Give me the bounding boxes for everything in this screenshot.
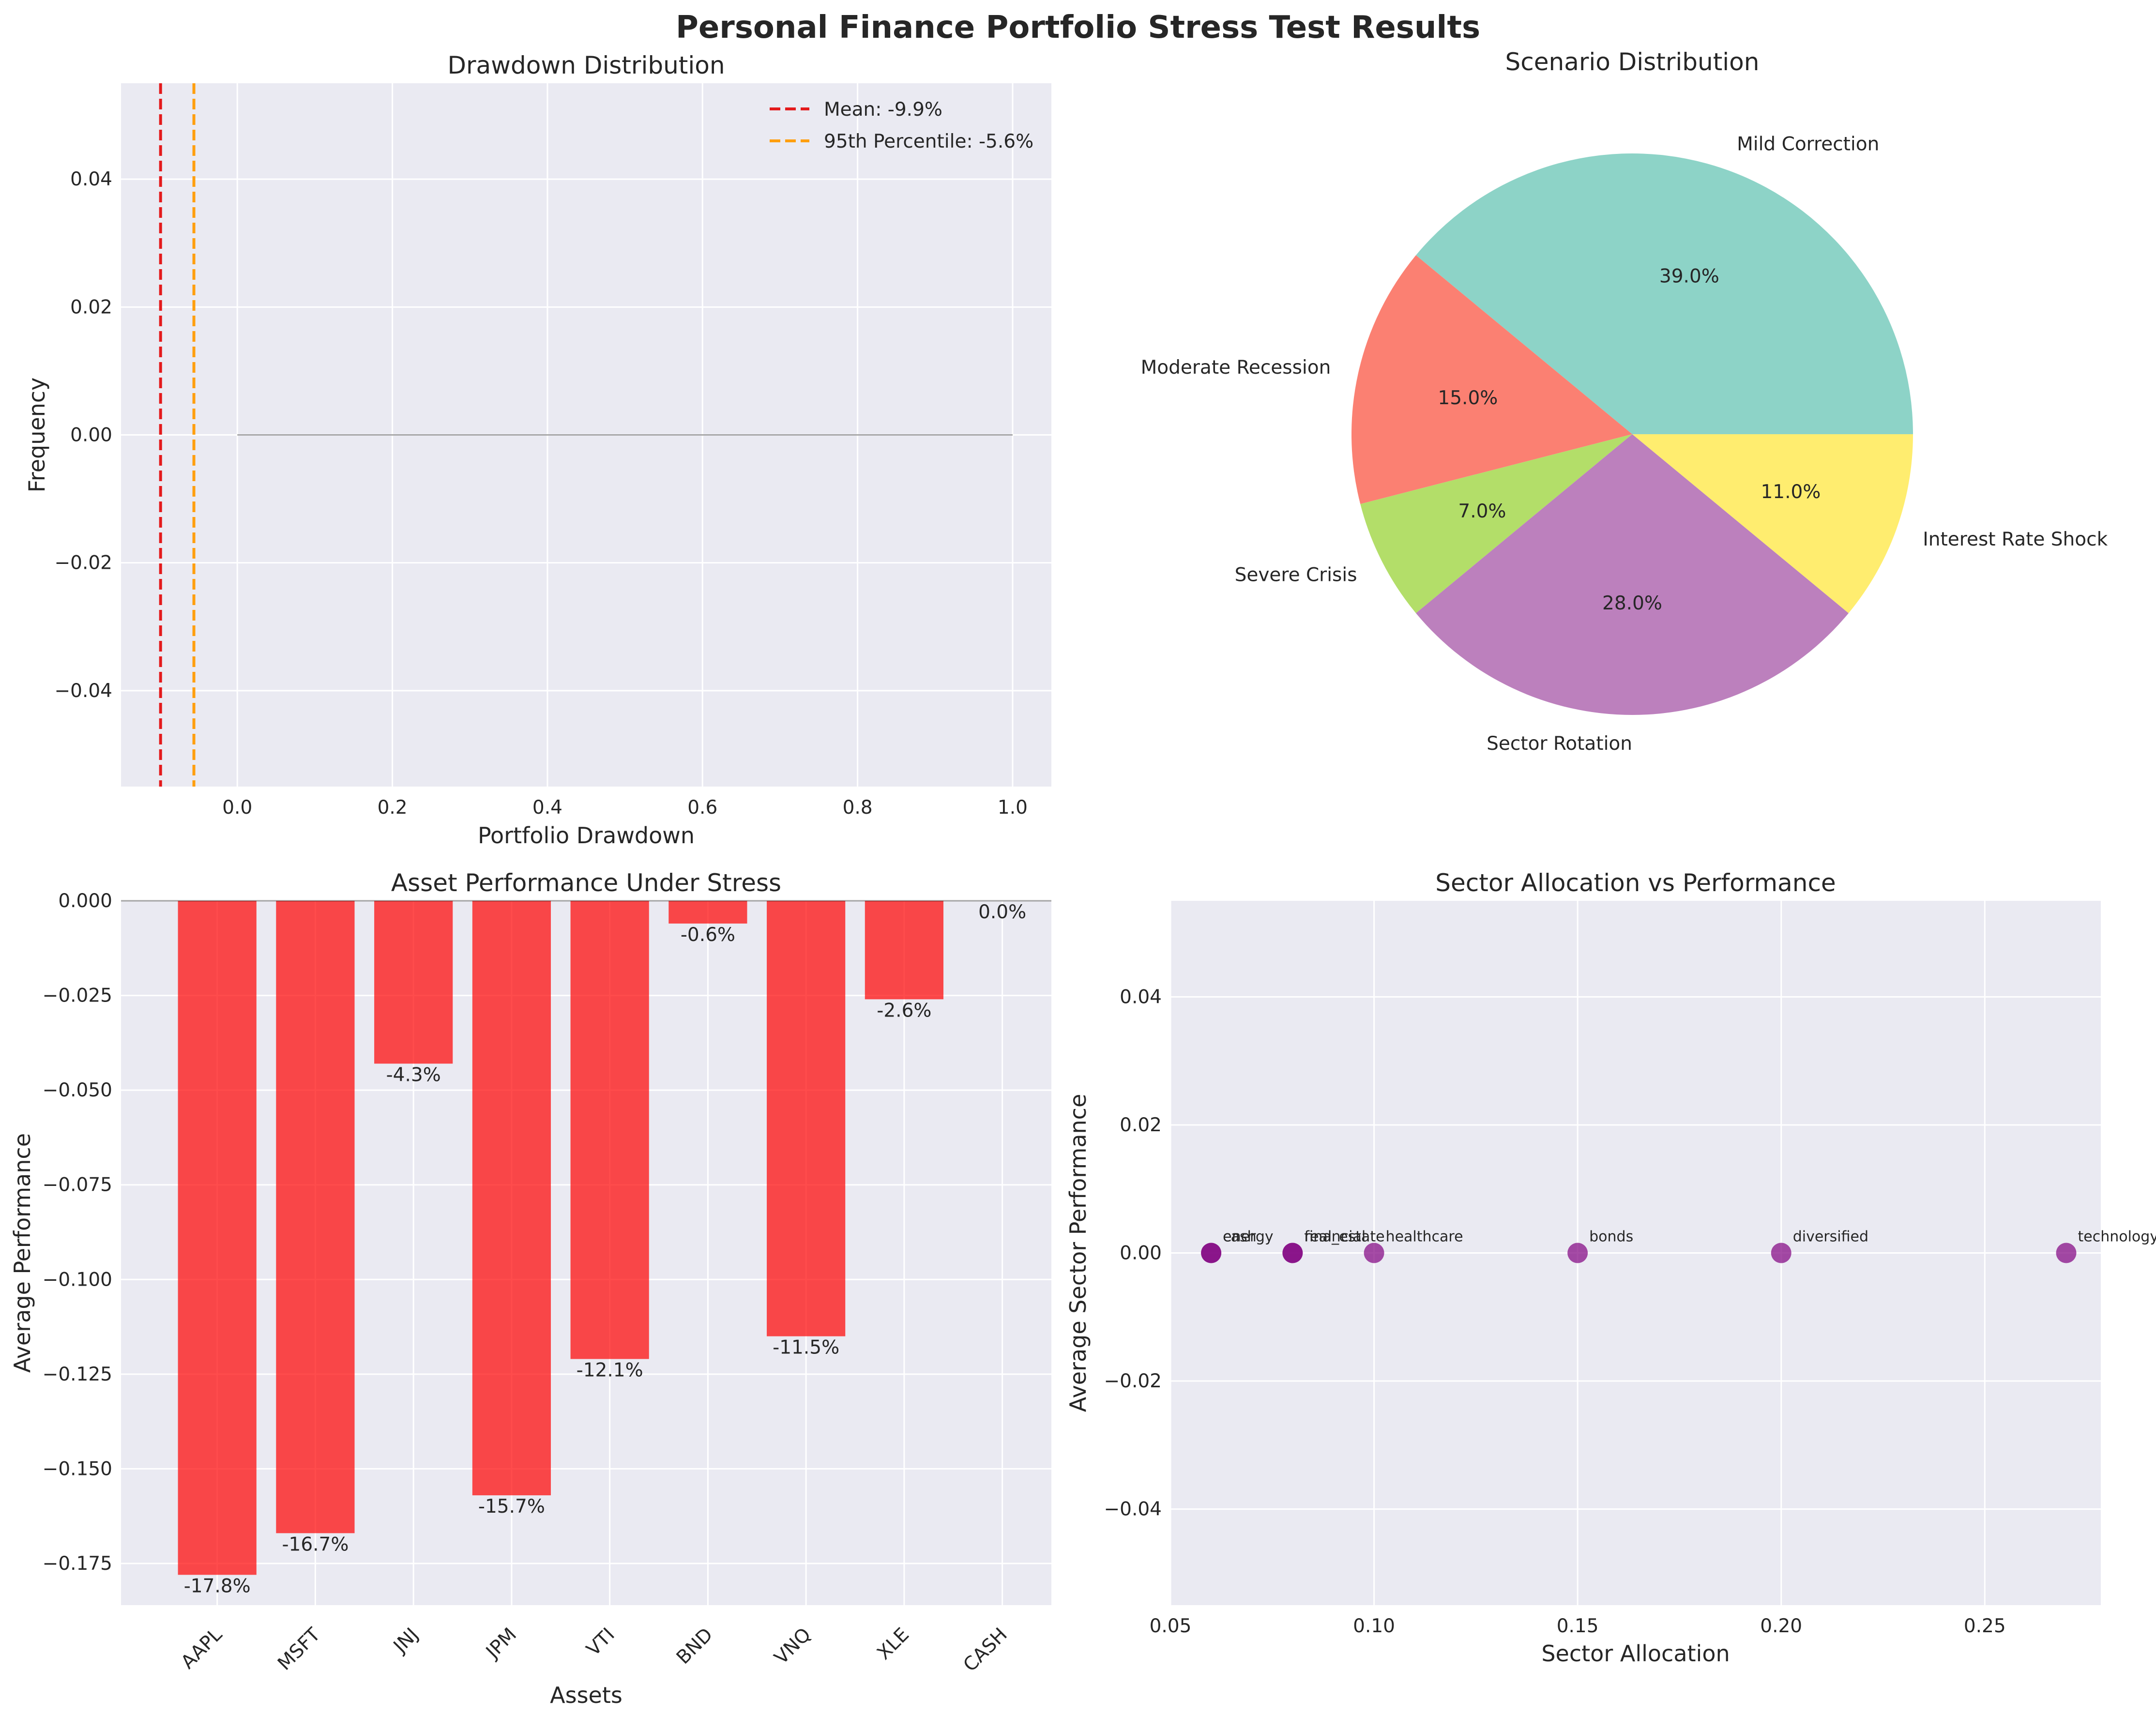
x-tick-label: 0.15 bbox=[1557, 1615, 1599, 1637]
pie-slice bbox=[1360, 434, 1632, 613]
bar-value-label: -12.1% bbox=[577, 1360, 643, 1381]
performance-bar bbox=[865, 901, 943, 1000]
x-tick-label: 0.20 bbox=[1760, 1615, 1802, 1637]
y-tick-label: −0.050 bbox=[43, 1079, 112, 1101]
pie-percent-label: 39.0% bbox=[1659, 266, 1719, 288]
pie-slice-label: Mild Correction bbox=[1737, 134, 1879, 155]
scatter-point bbox=[1282, 1243, 1303, 1263]
y-tick-label: 0.02 bbox=[1120, 1114, 1162, 1136]
panel-title: Scenario Distribution bbox=[1505, 48, 1760, 76]
x-tick-label: 0.0 bbox=[222, 797, 252, 819]
pie-slice-label: Severe Crisis bbox=[1235, 564, 1357, 586]
pie-percent-label: 11.0% bbox=[1761, 481, 1821, 503]
y-tick-label: 0.04 bbox=[1120, 986, 1162, 1008]
point-annotation: cash bbox=[1223, 1229, 1257, 1245]
panel-title: Asset Performance Under Stress bbox=[391, 869, 781, 897]
y-axis-label: Frequency bbox=[24, 378, 50, 493]
performance-bar bbox=[178, 901, 257, 1575]
pie-slice bbox=[1632, 434, 1913, 613]
pie-percent-label: 7.0% bbox=[1458, 501, 1506, 522]
x-tick-label: 0.6 bbox=[687, 797, 717, 819]
pie-percent-label: 15.0% bbox=[1438, 387, 1498, 409]
figure-suptitle: Personal Finance Portfolio Stress Test R… bbox=[676, 10, 1480, 46]
y-tick-label: −0.075 bbox=[43, 1174, 112, 1196]
scatter-point bbox=[2056, 1243, 2077, 1263]
performance-bar bbox=[276, 901, 355, 1533]
pie-slice bbox=[1351, 255, 1632, 504]
x-axis-label: Assets bbox=[550, 1682, 623, 1708]
y-tick-label: 0.000 bbox=[58, 890, 112, 912]
x-tick-label: 0.05 bbox=[1150, 1615, 1192, 1637]
x-tick-label: 0.4 bbox=[532, 797, 562, 819]
y-tick-label: −0.150 bbox=[43, 1458, 112, 1480]
bar-value-label: -15.7% bbox=[478, 1496, 545, 1518]
point-annotation: financial bbox=[1304, 1229, 1366, 1245]
x-axis-label: Sector Allocation bbox=[1541, 1640, 1730, 1667]
performance-bar bbox=[374, 901, 453, 1064]
bar-value-label: -16.7% bbox=[282, 1533, 349, 1555]
y-tick-label: 0.00 bbox=[70, 425, 112, 446]
y-tick-label: −0.04 bbox=[54, 680, 112, 702]
y-axis-label: Average Performance bbox=[9, 1133, 35, 1373]
performance-bar bbox=[472, 901, 551, 1496]
performance-bar bbox=[570, 901, 649, 1359]
bar-value-label: -17.8% bbox=[184, 1575, 251, 1597]
bar-value-label: -2.6% bbox=[877, 1000, 931, 1021]
performance-bar bbox=[767, 901, 846, 1336]
scatter-point bbox=[1771, 1243, 1792, 1263]
y-tick-label: −0.02 bbox=[54, 552, 112, 574]
performance-bar bbox=[668, 901, 747, 924]
scatter-point bbox=[1364, 1243, 1384, 1263]
x-tick-label: 0.8 bbox=[843, 797, 873, 819]
bar-value-label: -4.3% bbox=[386, 1064, 441, 1086]
x-tick-label: 0.10 bbox=[1353, 1615, 1395, 1637]
scatter-point bbox=[1201, 1243, 1222, 1263]
bar-value-label: -11.5% bbox=[773, 1337, 839, 1359]
pie-percent-label: 28.0% bbox=[1602, 592, 1662, 614]
panel-title: Drawdown Distribution bbox=[447, 51, 725, 79]
y-tick-label: 0.02 bbox=[70, 296, 112, 318]
y-axis-label: Average Sector Performance bbox=[1065, 1094, 1091, 1412]
y-tick-label: 0.00 bbox=[1120, 1243, 1162, 1264]
x-tick-label: 0.25 bbox=[1964, 1615, 2006, 1637]
pie-slice-label: Moderate Recession bbox=[1141, 357, 1331, 379]
pie-slice-label: Interest Rate Shock bbox=[1923, 529, 2108, 550]
y-tick-label: −0.04 bbox=[1104, 1499, 1162, 1520]
drawdown-histogram-panel: Drawdown Distribution Portfolio Drawdown F… bbox=[24, 51, 1051, 849]
bar-value-label: -0.6% bbox=[681, 924, 735, 946]
point-annotation: healthcare bbox=[1386, 1229, 1463, 1245]
point-annotation: bonds bbox=[1589, 1229, 1633, 1245]
y-tick-label: −0.125 bbox=[43, 1364, 112, 1385]
point-annotation: technology bbox=[2078, 1229, 2156, 1245]
x-tick-label: 1.0 bbox=[998, 797, 1028, 819]
y-tick-label: −0.02 bbox=[1104, 1370, 1162, 1392]
legend-entry: Mean: -9.9% bbox=[824, 99, 942, 121]
x-tick-label: 0.2 bbox=[378, 797, 408, 819]
y-tick-label: 0.04 bbox=[70, 168, 112, 190]
panel-title: Sector Allocation vs Performance bbox=[1435, 869, 1836, 897]
y-tick-label: −0.175 bbox=[43, 1553, 112, 1575]
sector-scatter-panel: Sector Allocation vs Performance Sector A… bbox=[1065, 869, 2156, 1667]
bar-value-label: 0.0% bbox=[978, 901, 1026, 923]
pie-slice bbox=[1416, 434, 1849, 715]
scenario-pie-panel: Scenario Distribution 39.0% Mild Correctio… bbox=[1141, 48, 2108, 755]
pie-slice bbox=[1416, 153, 1913, 434]
legend-entry: 95th Percentile: -5.6% bbox=[824, 131, 1033, 152]
y-tick-label: −0.100 bbox=[43, 1269, 112, 1290]
y-tick-label: −0.025 bbox=[43, 985, 112, 1007]
point-annotation: diversified bbox=[1793, 1229, 1868, 1245]
scatter-point bbox=[1567, 1243, 1588, 1263]
asset-performance-bar-panel: Asset Performance Under Stress Assets Aver… bbox=[9, 869, 1051, 1708]
pie-slice-label: Sector Rotation bbox=[1487, 733, 1632, 755]
point-annotation: energy bbox=[1223, 1229, 1274, 1245]
point-annotation: real_estate bbox=[1304, 1229, 1384, 1245]
x-axis-label: Portfolio Drawdown bbox=[478, 822, 695, 849]
